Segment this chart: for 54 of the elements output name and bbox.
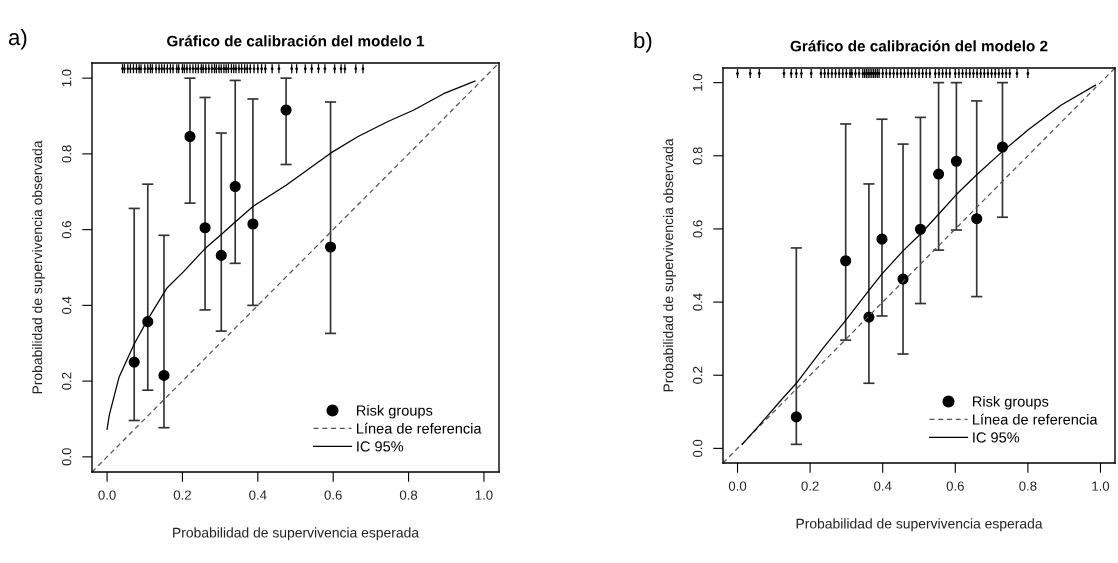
chart-title: Gráfico de calibración del modelo 1: [167, 35, 425, 47]
point: [128, 356, 140, 368]
y-tick-label: 0.6: [61, 221, 72, 239]
point: [933, 168, 945, 180]
point: [158, 369, 170, 381]
x-tick-label: 0.0: [98, 490, 116, 500]
legend-label: IC 95%: [357, 441, 404, 452]
x-tick-label: 0.8: [399, 490, 418, 500]
y-tick-label: 0.0: [61, 448, 72, 466]
text: b): [634, 31, 652, 53]
point: [324, 241, 337, 253]
y-tick-label: 0.0: [692, 439, 703, 458]
x-tick-label: 0.8: [1019, 481, 1037, 491]
x-axis-title: Probabilidad de supervivencia esperada: [173, 527, 420, 541]
y-axis-title: Probabilidad de supervivencia observada: [663, 138, 676, 392]
point: [247, 218, 259, 230]
point: [199, 222, 211, 234]
point: [280, 104, 292, 116]
y-axis-title: Probabilidad de supervivencia observada: [32, 140, 45, 394]
y-tick-label: 0.8: [61, 145, 72, 163]
x-axis-title: Probabilidad de supervivencia esperada: [796, 518, 1043, 532]
x-tick-label: 0.4: [249, 490, 267, 500]
x-tick-label: 0.6: [946, 481, 964, 491]
point: [950, 155, 962, 167]
y-tick-label: 0.6: [692, 220, 703, 238]
y-tick-label: 0.4: [61, 296, 72, 315]
y-tick-label: 0.2: [61, 372, 72, 390]
point: [229, 180, 241, 193]
x-tick-label: 0.6: [324, 490, 342, 500]
x-tick-label: 1.0: [1092, 481, 1110, 491]
x-tick-label: 1.0: [475, 490, 493, 500]
legend-label: Risk groups: [357, 404, 433, 419]
text: a): [8, 28, 27, 50]
legend-label: Risk groups: [973, 395, 1049, 410]
y-tick-label: 1.0: [61, 69, 72, 87]
y-tick-label: 0.4: [692, 293, 703, 311]
x-tick-label: 0.4: [874, 481, 892, 491]
legend-label: IC 95%: [973, 432, 1020, 443]
legend-label: Línea de referencia: [357, 422, 482, 434]
x-tick-label: 0.2: [801, 481, 819, 491]
y-tick-label: 0.2: [692, 366, 703, 384]
point: [184, 130, 196, 143]
point: [215, 249, 227, 261]
line-series: [741, 84, 1097, 445]
y-tick-label: 0.8: [692, 147, 703, 165]
x-tick-label: 0.0: [728, 481, 747, 491]
point: [876, 233, 888, 245]
point: [840, 255, 852, 267]
y-tick-label: 1.0: [692, 73, 703, 91]
chart-title: Gráfico de calibración del modelo 2: [790, 40, 1048, 52]
legend-label: Línea de referencia: [973, 413, 1098, 425]
point: [971, 213, 983, 225]
point: [790, 411, 802, 423]
x-tick-label: 0.2: [173, 490, 191, 500]
